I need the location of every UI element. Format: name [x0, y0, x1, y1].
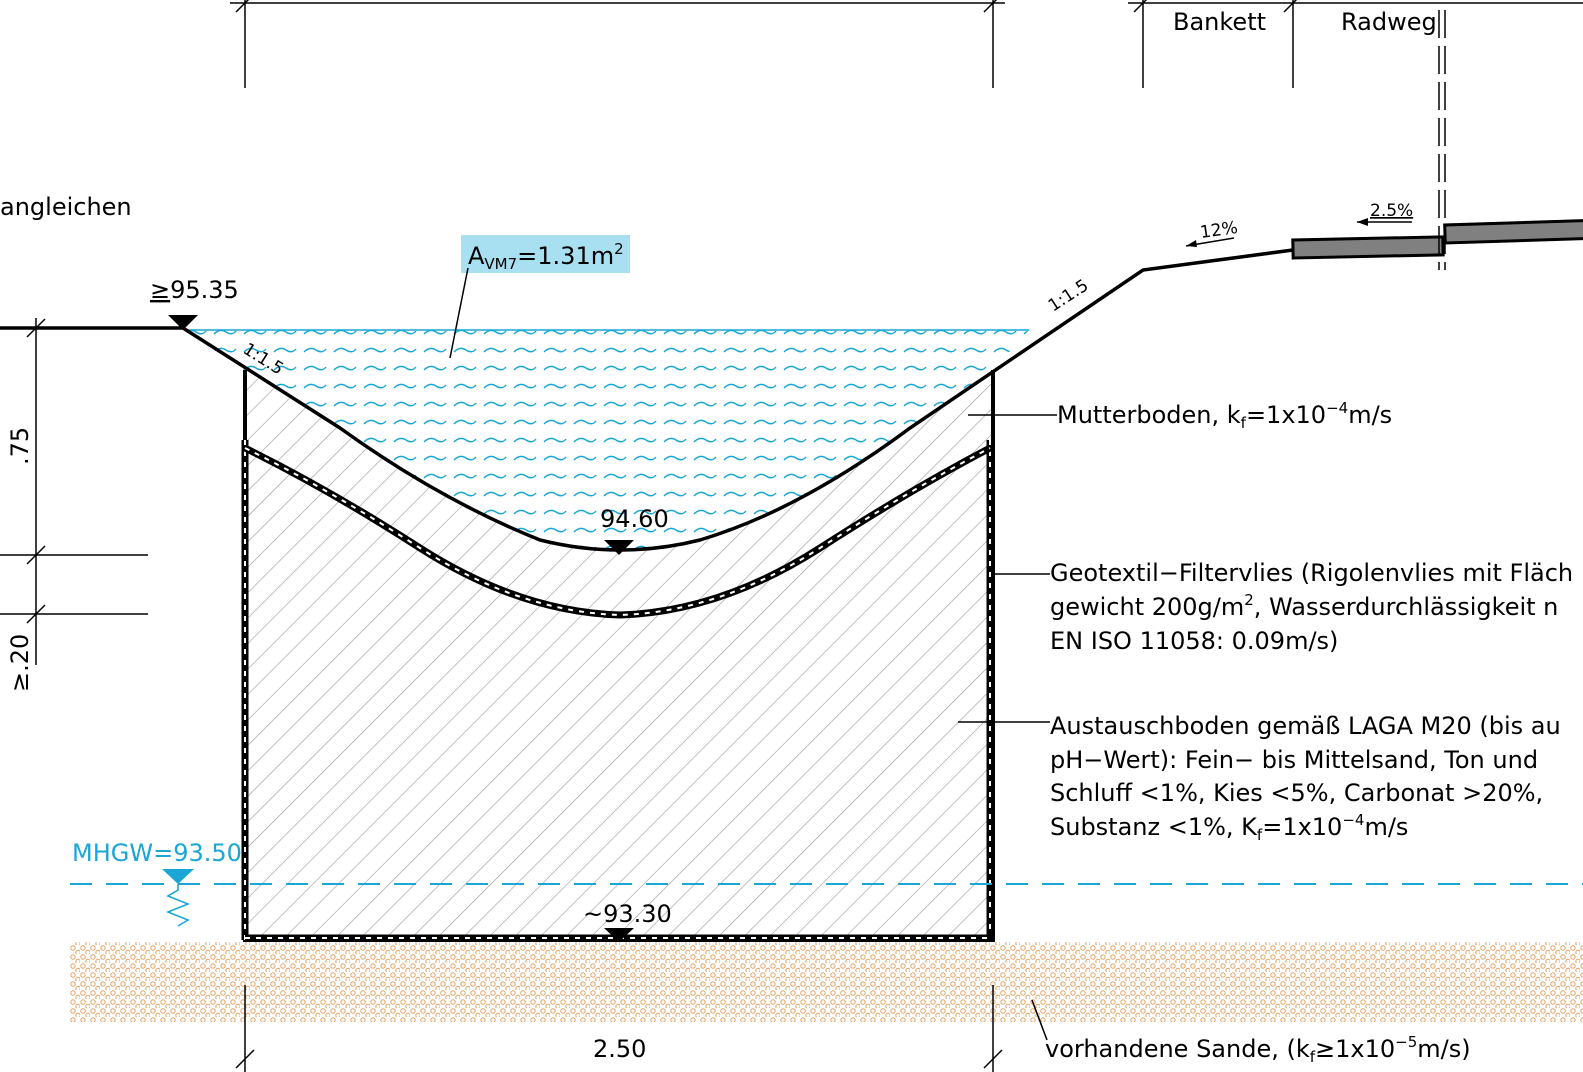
svg-text:pH−Wert): Fein− bis Mittelsan: pH−Wert): Fein− bis Mittelsand, Ton und — [1050, 746, 1538, 774]
depth-dimension: .75 — [6, 427, 34, 465]
min-thickness-dimension: ≥.20 — [6, 634, 34, 692]
slope-shoulder: 12% — [1199, 218, 1239, 243]
svg-text:Geotextil−Filtervlies (Rigolen: Geotextil−Filtervlies (Rigolenvlies mit … — [1050, 559, 1573, 587]
sand-layer — [70, 942, 1583, 1022]
elevation-marker-base — [604, 928, 634, 942]
elevation-marker-top — [168, 315, 198, 330]
mutterboden-callout: Mutterboden, kf=1x10−4m/s — [1057, 399, 1392, 432]
svg-text:gewicht 200g/m2, Wasserdurchlä: gewicht 200g/m2, Wasserdurchlässigkeit n — [1050, 591, 1558, 621]
elevation-swale: 94.60 — [600, 505, 669, 533]
svg-text:Substanz <1%, Kf=1x10−4m/s: Substanz <1%, Kf=1x10−4m/s — [1050, 811, 1408, 844]
area-label: AVM7=1.31m2 — [468, 240, 624, 273]
svg-text:Schluff <1%, Kies <5%, Car: Schluff <1%, Kies <5%, Carbonat >20%, — [1050, 779, 1543, 807]
elevation-marker-swale — [604, 540, 634, 555]
width-dimension: 2.50 — [593, 1035, 646, 1063]
sande-callout: vorhandene Sande, (kf≥1x10−5m/s) — [1045, 1033, 1471, 1066]
austauschboden-callout: Austauschboden gemäß LAGA M20 (bis au pH… — [1050, 712, 1561, 844]
area-label-bg — [461, 235, 630, 273]
elevation-top: ≥95.35 — [150, 276, 239, 304]
mhgw-label: MHGW=93.50 — [72, 839, 242, 867]
groundwater-marker — [162, 869, 194, 884]
svg-text:EN ISO 11058: 0.09m/s): EN ISO 11058: 0.09m/s) — [1050, 627, 1338, 655]
austauschboden-fill — [245, 370, 993, 940]
elevation-base: ~93.30 — [583, 900, 672, 928]
svg-text:Austauschboden gemäß LAGA M20: Austauschboden gemäß LAGA M20 (bis au — [1050, 712, 1561, 740]
radweg-pavement — [1291, 235, 1445, 260]
angleichen-note: angleichen — [0, 193, 132, 221]
slope-bikepath: 2.5% — [1370, 201, 1413, 221]
radweg-label: Radweg — [1341, 8, 1437, 36]
bankett-label: Bankett — [1173, 8, 1266, 36]
geotextil-callout: Geotextil−Filtervlies (Rigolenvlies mit … — [1050, 559, 1573, 655]
